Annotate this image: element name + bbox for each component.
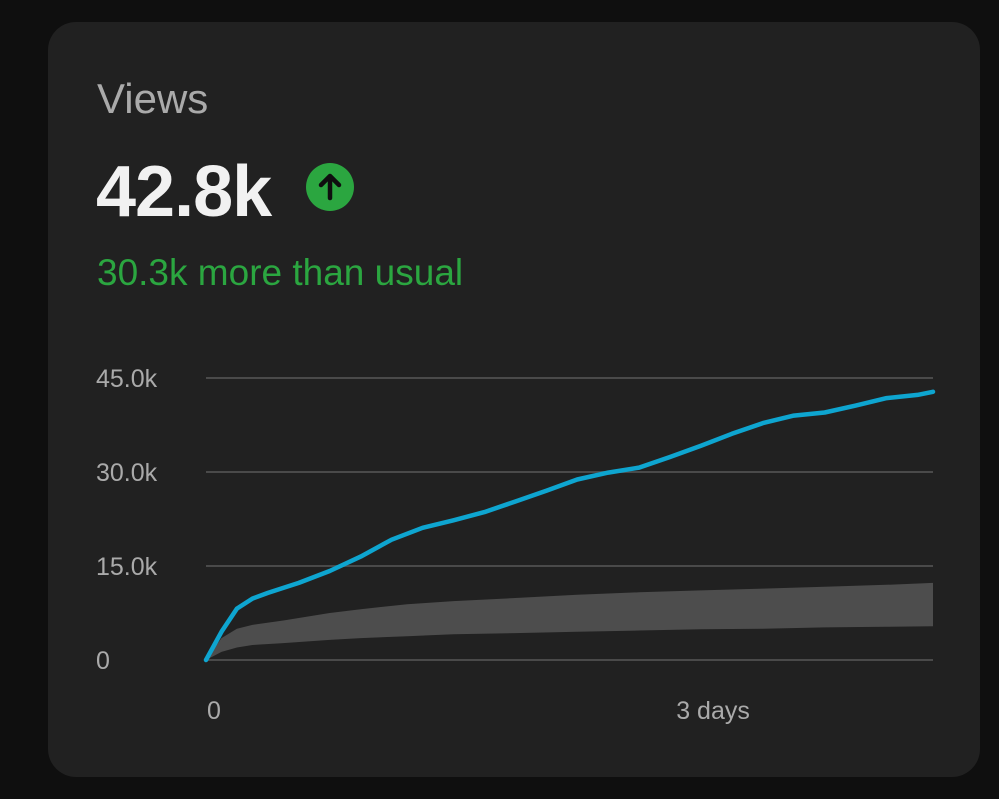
views-card [48,22,980,777]
typical-range-band [206,582,933,660]
y-tick-label: 45.0k [96,365,158,393]
views-line [203,389,936,663]
x-tick-label: 0 [207,697,221,725]
y-tick-label: 30.0k [96,459,158,487]
y-tick-label: 15.0k [96,553,158,581]
views-value: 42.8k [96,152,272,232]
y-tick-label: 0 [96,647,110,675]
arrow-up-icon [306,163,354,211]
x-tick-label: 3 days [676,697,750,725]
card-title: Views [97,75,209,122]
delta-text: 30.3k more than usual [97,252,464,293]
